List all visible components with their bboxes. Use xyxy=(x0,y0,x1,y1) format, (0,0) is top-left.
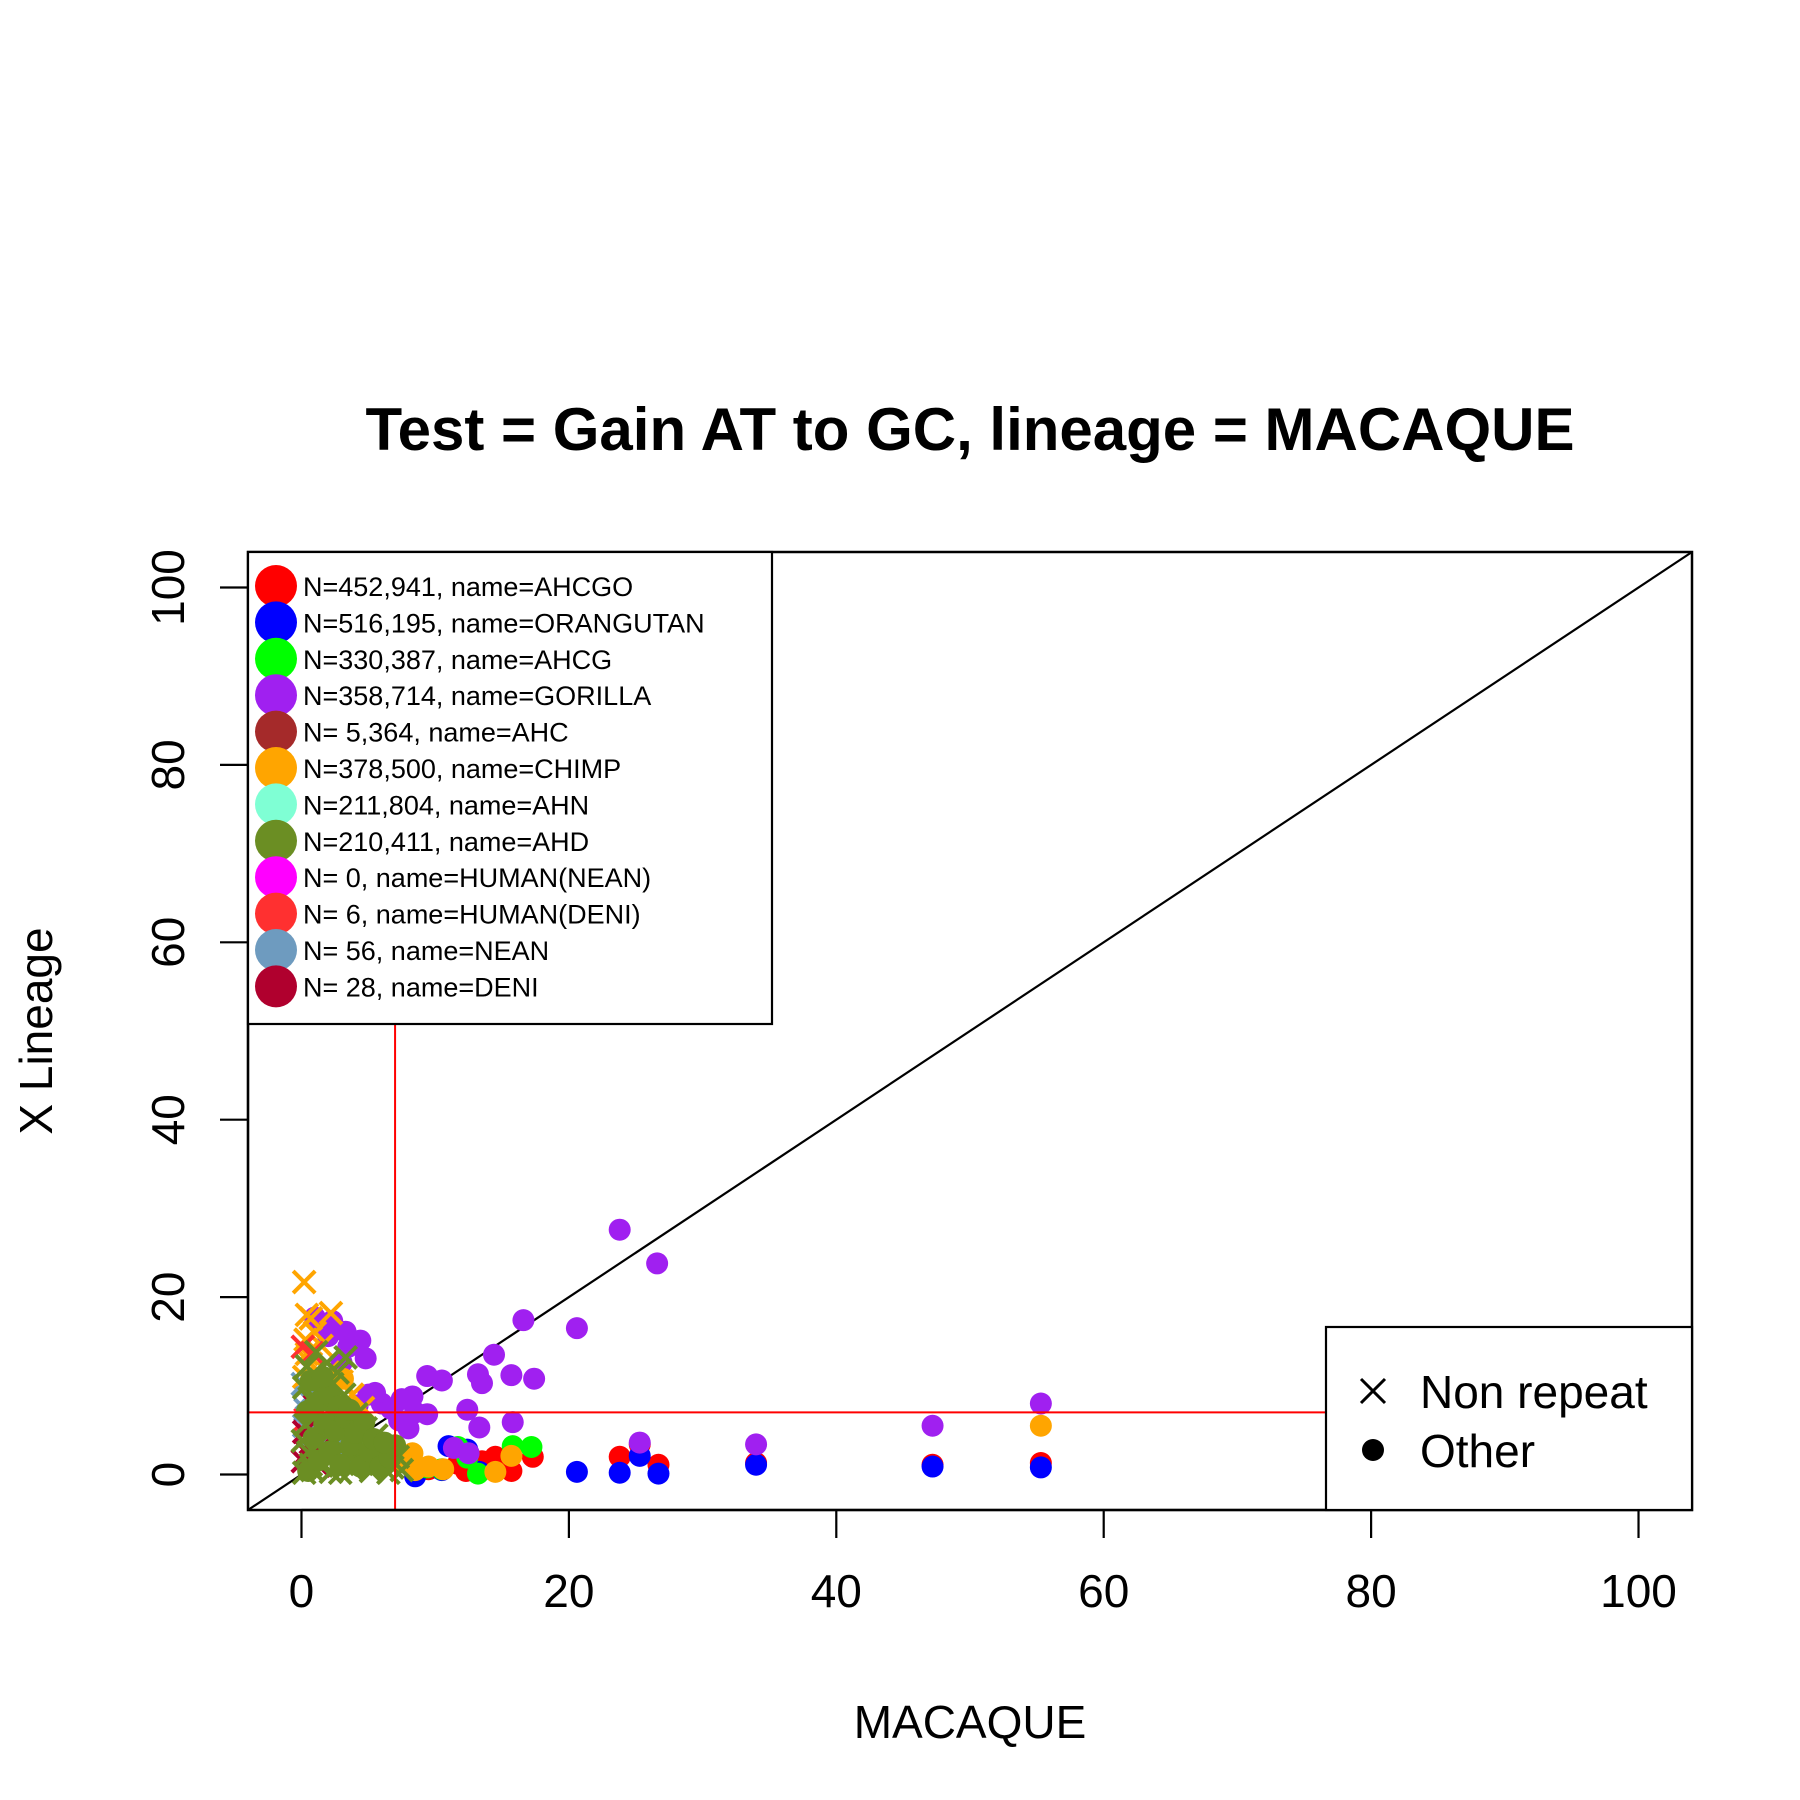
legend-swatch xyxy=(255,965,297,1008)
y-tick-label: 60 xyxy=(142,917,194,968)
dot-point xyxy=(745,1433,768,1456)
legend-label: N=516,195, name=ORANGUTAN xyxy=(303,608,705,638)
cross-point xyxy=(318,1300,344,1326)
marker-legend: Non repeat Other xyxy=(1324,1325,1694,1512)
y-tick-label: 80 xyxy=(142,739,194,790)
dot-point xyxy=(466,1462,489,1485)
legend-swatch xyxy=(255,601,297,644)
legend-label: N=452,941, name=AHCGO xyxy=(303,572,633,602)
dot-point xyxy=(1029,1414,1052,1437)
x-tick-label: 100 xyxy=(1600,1565,1677,1617)
x-tick-label: 60 xyxy=(1078,1565,1129,1617)
series-legend: N=452,941, name=AHCGO N=516,195, name=ORA… xyxy=(246,550,774,1026)
x-axis-label: MACAQUE xyxy=(854,1696,1087,1748)
legend-label: N= 6, name=HUMAN(DENI) xyxy=(303,900,641,930)
legend-swatch xyxy=(255,783,297,826)
x-tick-label: 0 xyxy=(289,1565,315,1617)
legend-label: N=330,387, name=AHCG xyxy=(303,645,612,675)
x-tick-label: 20 xyxy=(543,1565,594,1617)
data-marks xyxy=(247,551,1693,1511)
dot-point xyxy=(483,1343,506,1366)
marker-legend-cross-icon xyxy=(1359,1377,1387,1405)
dot-point xyxy=(608,1218,631,1241)
dot-point xyxy=(921,1455,944,1478)
chart-title: Test = Gain AT to GC, lineage = MACAQUE xyxy=(365,396,1574,463)
dot-point xyxy=(442,1436,465,1459)
y-tick-label: 20 xyxy=(142,1272,194,1323)
legend-swatch xyxy=(255,710,297,753)
dot-point xyxy=(484,1445,507,1468)
dot-point xyxy=(628,1431,651,1454)
cross-point xyxy=(298,1305,324,1331)
marker-legend-label: Non repeat xyxy=(1420,1366,1648,1418)
dot-point xyxy=(401,1385,424,1408)
dot-point xyxy=(565,1317,588,1340)
dot-point xyxy=(357,1383,380,1406)
legend-swatch xyxy=(255,819,297,862)
legend-label: N= 28, name=DENI xyxy=(303,972,539,1002)
legend-label: N=378,500, name=CHIMP xyxy=(303,754,621,784)
dot-point xyxy=(500,1444,523,1467)
dot-point xyxy=(500,1364,523,1387)
legend-label: N=210,411, name=AHD xyxy=(303,827,589,857)
dot-point xyxy=(520,1436,543,1459)
dot-point xyxy=(1029,1456,1052,1479)
dot-point xyxy=(311,1365,334,1388)
marker-legend-dot-icon xyxy=(1362,1439,1384,1461)
dot-point xyxy=(921,1414,944,1437)
dot-point xyxy=(501,1411,524,1434)
dot-point xyxy=(380,1397,403,1420)
dot-point xyxy=(329,1453,352,1476)
marker-legend-box xyxy=(1324,1325,1694,1512)
dot-point xyxy=(397,1417,420,1440)
legend-swatch xyxy=(255,637,297,680)
dot-point xyxy=(338,1398,361,1421)
cross-point xyxy=(299,1340,325,1366)
dot-point xyxy=(523,1367,546,1390)
legend-swatch xyxy=(255,674,297,717)
marker-legend-label: Other xyxy=(1420,1425,1535,1477)
legend-swatch xyxy=(255,747,297,789)
dot-point xyxy=(373,1431,396,1454)
y-tick-label: 100 xyxy=(142,549,194,626)
dot-point xyxy=(430,1369,453,1392)
legend-swatch xyxy=(255,892,297,935)
legend-label: N= 5,364, name=AHC xyxy=(303,718,569,748)
axes: 0 20 40 60 80 100 0 20 40 60 80 100 xyxy=(142,549,1677,1617)
legend-label: N=358,714, name=GORILLA xyxy=(303,681,651,711)
legend-label: N= 0, name=HUMAN(NEAN) xyxy=(303,863,651,893)
dot-point xyxy=(354,1347,377,1370)
legend-swatch xyxy=(255,565,297,607)
dot-point xyxy=(608,1445,631,1468)
cross-point xyxy=(291,1269,317,1295)
x-tick-label: 40 xyxy=(811,1565,862,1617)
legend-label: N=211,804, name=AHN xyxy=(303,790,589,820)
dot-point xyxy=(468,1416,491,1439)
dot-point xyxy=(745,1453,768,1476)
y-tick-label: 40 xyxy=(142,1094,194,1145)
dot-point xyxy=(353,1411,376,1434)
y-axis-label: X Lineage xyxy=(10,927,62,1134)
x-tick-label: 80 xyxy=(1346,1565,1397,1617)
dot-point xyxy=(565,1460,588,1483)
cross-point xyxy=(333,1345,359,1370)
dot-point xyxy=(470,1372,493,1395)
legend-swatch xyxy=(255,929,297,971)
cross-point xyxy=(303,1339,329,1365)
dot-point xyxy=(1029,1392,1052,1415)
y-tick-label: 0 xyxy=(142,1462,194,1488)
dot-point xyxy=(647,1462,670,1485)
dot-point xyxy=(608,1461,631,1484)
legend-box xyxy=(246,550,774,1026)
dot-point xyxy=(512,1309,535,1332)
dot-point xyxy=(500,1459,523,1482)
legend-swatch xyxy=(255,856,297,899)
dot-point xyxy=(456,1398,479,1421)
legend-label: N= 56, name=NEAN xyxy=(303,936,549,966)
dot-point xyxy=(484,1460,507,1483)
dot-point xyxy=(646,1252,669,1275)
dot-point xyxy=(432,1458,455,1481)
